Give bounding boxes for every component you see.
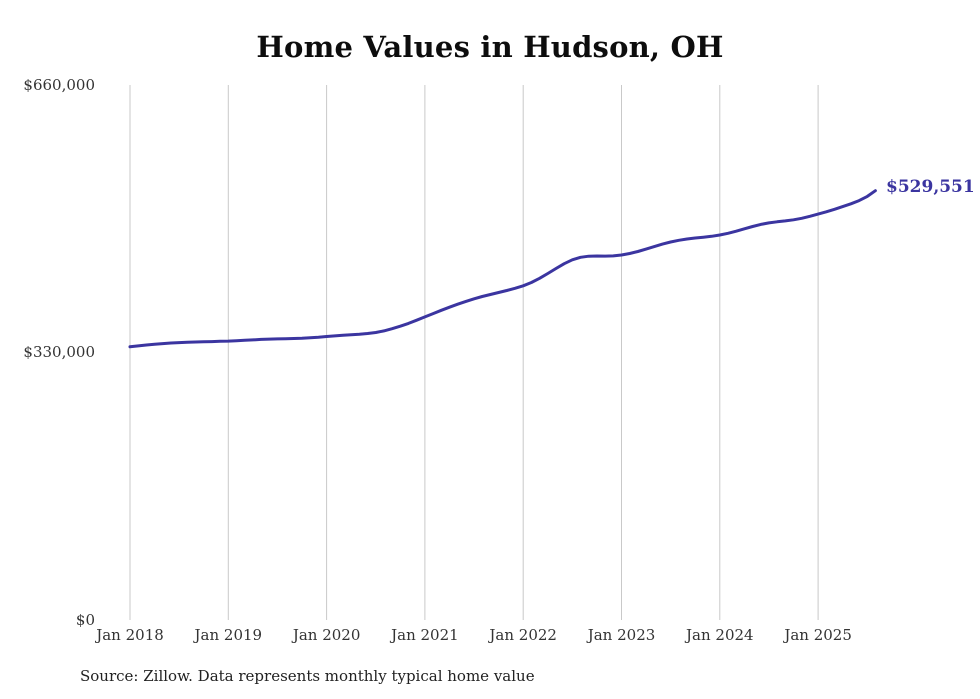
source-note: Source: Zillow. Data represents monthly …: [80, 667, 535, 685]
y-axis-label-0: $0: [75, 611, 95, 629]
x-axis-label-jan-2018: Jan 2018: [96, 626, 164, 644]
y-axis-label-660000: $660,000: [23, 76, 95, 94]
latest-value-label: $529,551: [886, 177, 975, 197]
home-value-line-series: [128, 189, 877, 349]
x-axis-label-jan-2020: Jan 2020: [292, 626, 361, 644]
chart-title: Home Values in Hudson, OH: [256, 30, 724, 64]
y-axis-label-330000: $330,000: [23, 343, 95, 361]
x-axis-label-jan-2024: Jan 2024: [686, 626, 754, 644]
x-axis-label-jan-2023: Jan 2023: [587, 626, 656, 644]
x-axis-label-jan-2021: Jan 2021: [391, 626, 459, 644]
x-axis-label-jan-2019: Jan 2019: [194, 626, 263, 644]
x-axis-label-jan-2022: Jan 2022: [489, 626, 557, 644]
x-axis-label-jan-2025: Jan 2025: [784, 626, 852, 644]
